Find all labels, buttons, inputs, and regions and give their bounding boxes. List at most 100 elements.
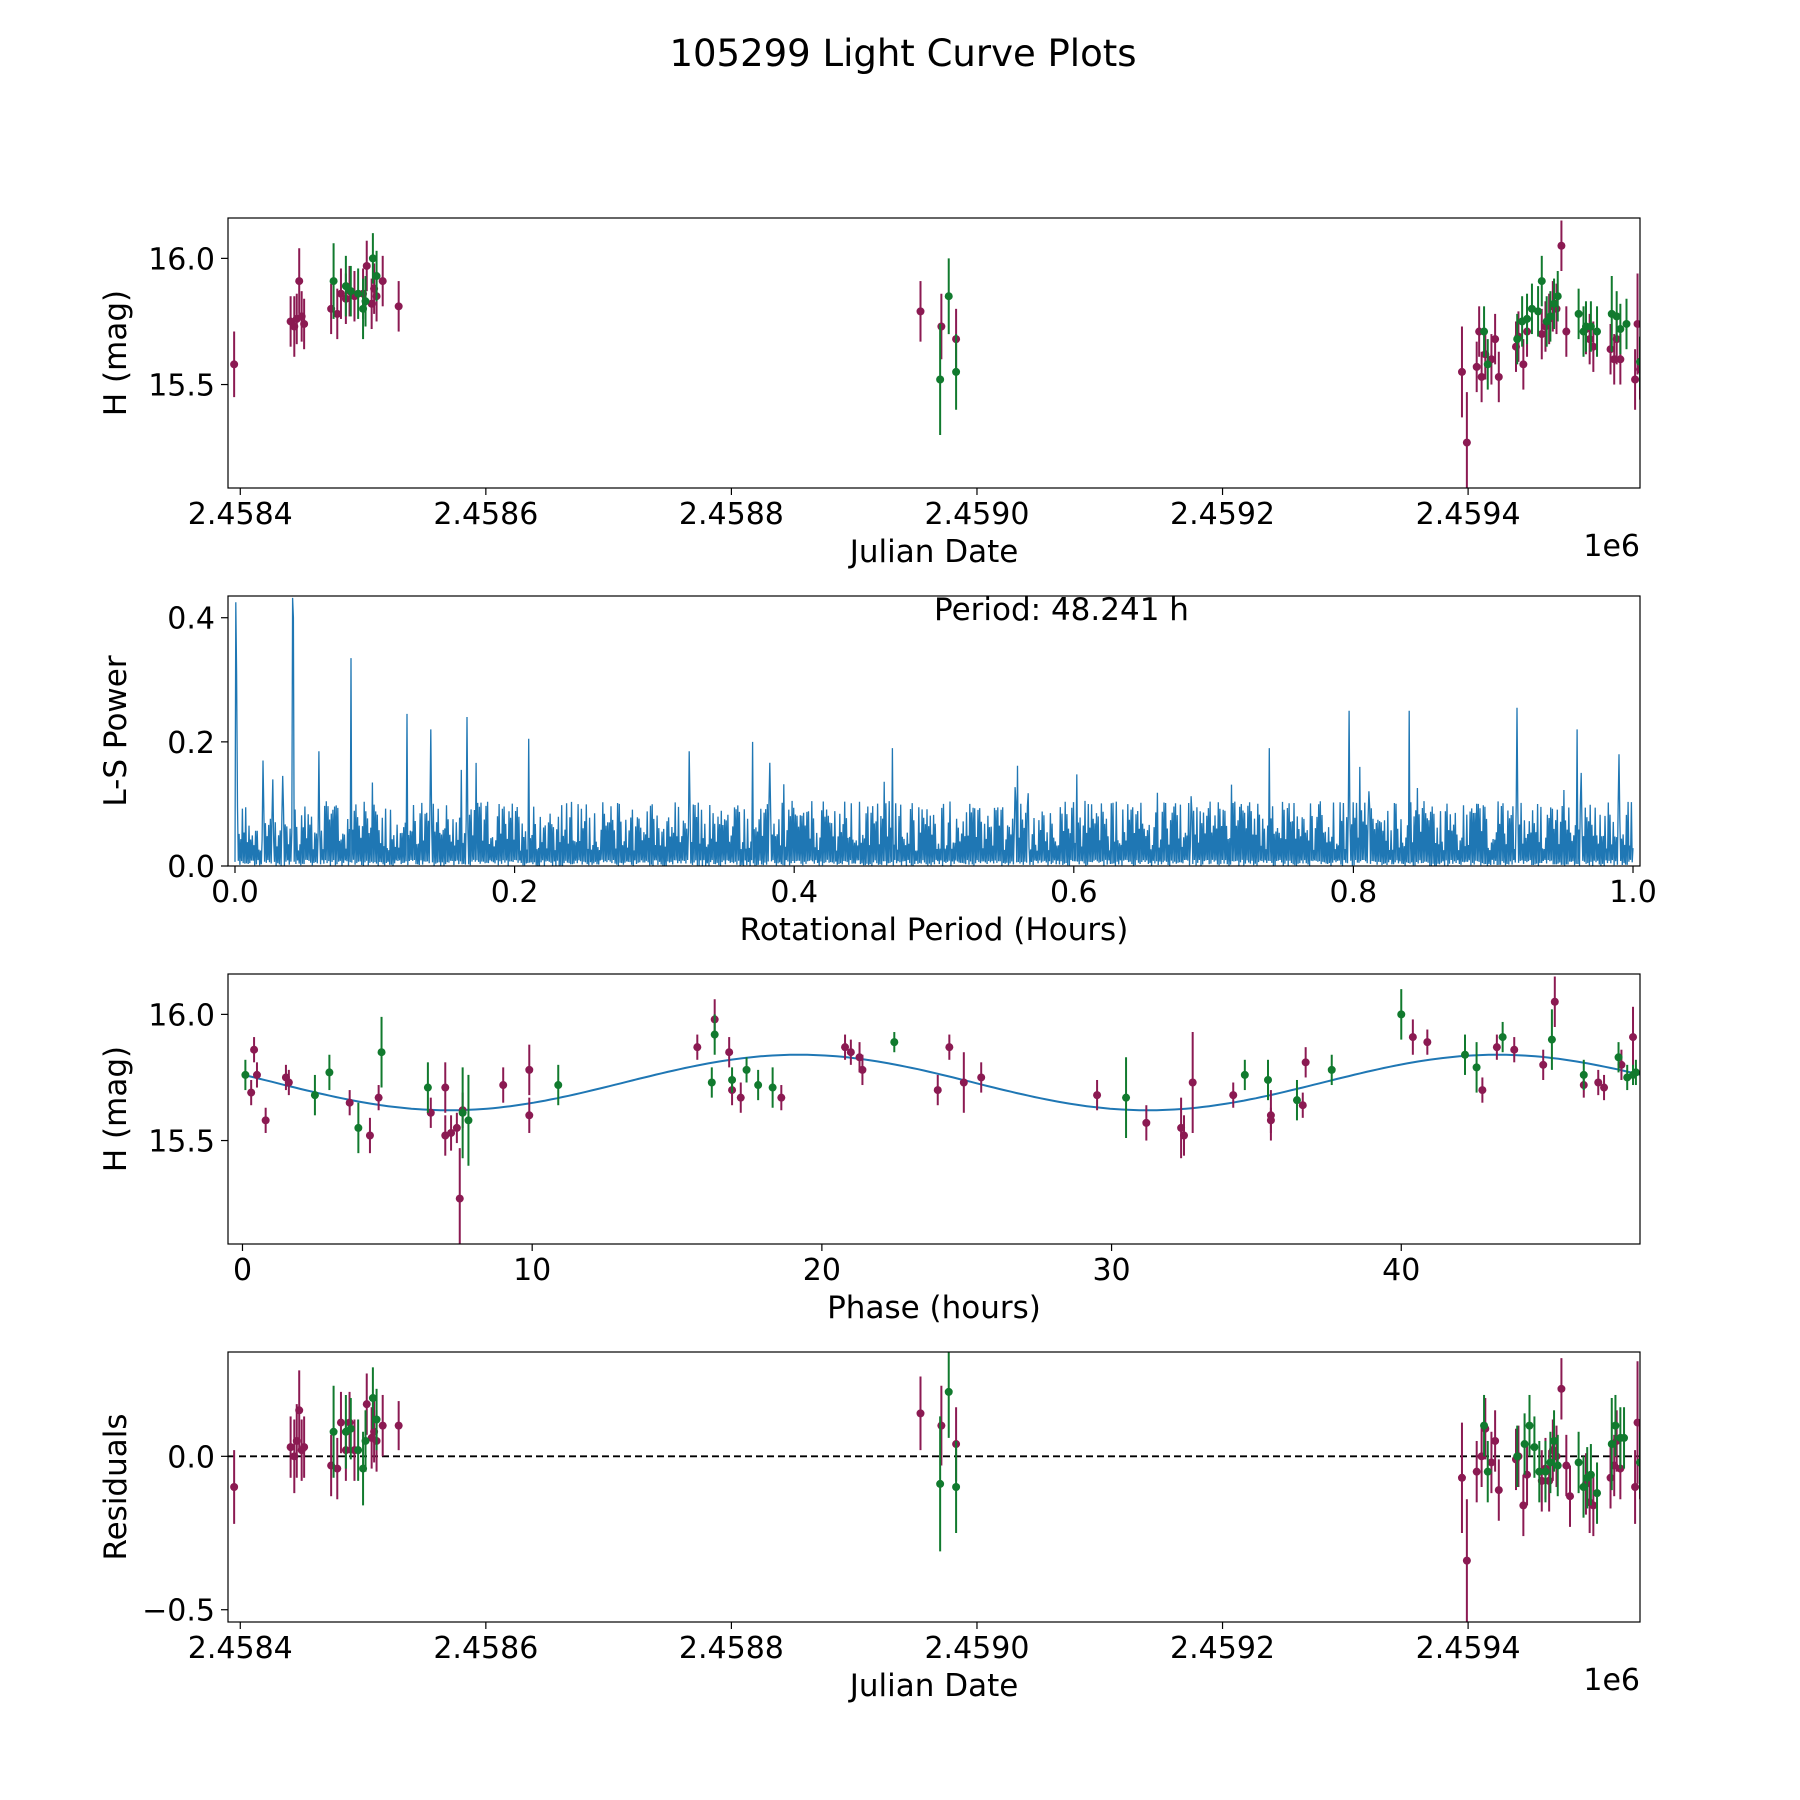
data-point	[329, 277, 338, 286]
residuals-ytick-label: −0.5	[142, 1594, 215, 1629]
data-point	[310, 1091, 319, 1100]
residuals-plot-area	[228, 1352, 1640, 1622]
data-point	[945, 1043, 954, 1052]
phased-ytick-label: 15.5	[148, 1125, 215, 1160]
data-point	[1472, 1063, 1481, 1072]
residuals-series-band1	[230, 1358, 1640, 1622]
data-point	[841, 1043, 850, 1052]
data-point	[368, 254, 377, 263]
data-point	[1510, 1045, 1519, 1054]
periodogram-line	[234, 597, 1634, 866]
data-point	[707, 1078, 716, 1087]
data-point	[1188, 1078, 1197, 1087]
data-point	[372, 272, 381, 281]
data-point	[944, 292, 953, 301]
data-point	[362, 261, 371, 270]
data-point	[754, 1081, 763, 1090]
data-point	[1498, 1033, 1507, 1042]
data-point	[1593, 327, 1602, 336]
data-point	[1586, 322, 1595, 331]
data-point	[1513, 335, 1522, 344]
data-point	[1614, 1053, 1623, 1062]
periodogram-xtick-label: 0.6	[1050, 875, 1098, 910]
data-point	[1460, 1050, 1469, 1059]
periodogram-xtick-label: 1.0	[1609, 875, 1657, 910]
data-point	[423, 1083, 432, 1092]
data-point	[1629, 1033, 1638, 1042]
data-point	[345, 1098, 354, 1107]
data-point	[1633, 319, 1640, 328]
data-point	[1266, 1116, 1275, 1125]
data-point	[1423, 1038, 1432, 1047]
data-point	[1612, 312, 1621, 321]
lightcurve-xtick-label: 2.4590	[924, 497, 1029, 532]
residuals-axes: 2.4584 2.4586 2.4588 2.4590 2.4592 2.4594 −0.5…	[98, 1351, 1641, 1704]
data-point	[261, 1116, 270, 1125]
data-point	[768, 1083, 777, 1092]
data-point	[916, 307, 925, 316]
data-point	[1093, 1091, 1102, 1100]
lightcurve-plot-area	[230, 220, 1640, 488]
data-point	[300, 1443, 309, 1452]
data-point	[959, 1078, 968, 1087]
data-point	[890, 1038, 899, 1047]
data-point	[1472, 362, 1481, 371]
data-point	[1530, 1443, 1539, 1452]
residuals-offset-label: 1e6	[1583, 1663, 1640, 1698]
data-point	[1527, 304, 1536, 313]
data-point	[1327, 1065, 1336, 1074]
data-point	[777, 1093, 786, 1102]
data-point	[1292, 1096, 1301, 1105]
residuals-series-band2	[329, 1352, 1640, 1552]
data-point	[1179, 1131, 1188, 1140]
data-point	[1519, 360, 1528, 369]
data-point	[1616, 355, 1625, 364]
data-point	[1553, 1461, 1562, 1470]
data-point	[1607, 1440, 1616, 1449]
data-point	[230, 360, 239, 369]
data-point	[333, 309, 342, 318]
data-point	[725, 1048, 734, 1057]
data-point	[362, 1400, 371, 1409]
data-point	[936, 1479, 945, 1488]
data-point	[693, 1043, 702, 1052]
data-point	[937, 1421, 946, 1430]
residuals-ylabel: Residuals	[98, 1413, 134, 1560]
model-curve	[242, 1053, 1640, 1112]
lightcurve-ylabel: H (mag)	[98, 290, 134, 416]
residuals-frame	[227, 1351, 1641, 1623]
lightcurve-ytick-label: 15.5	[148, 369, 215, 404]
data-point	[441, 1083, 450, 1092]
data-point	[464, 1116, 473, 1125]
data-point	[354, 289, 363, 298]
data-point	[247, 1088, 256, 1097]
data-point	[1633, 1418, 1640, 1427]
data-point	[378, 1421, 387, 1430]
data-point	[241, 1070, 250, 1079]
periodogram-ylabel: L-S Power	[98, 655, 134, 806]
data-point	[1593, 1489, 1602, 1498]
data-point	[736, 1093, 745, 1102]
phased-xtick-label: 20	[803, 1253, 841, 1288]
data-point	[295, 1406, 304, 1415]
data-point	[525, 1065, 534, 1074]
data-point	[1462, 438, 1471, 447]
data-point	[1594, 1078, 1603, 1087]
data-point	[554, 1081, 563, 1090]
data-point	[1546, 312, 1555, 321]
data-point	[1397, 1010, 1406, 1019]
data-point	[455, 1194, 464, 1203]
periodogram-xtick-label: 0.8	[1330, 875, 1378, 910]
residuals-xtick-label: 2.4588	[679, 1631, 784, 1666]
data-point	[286, 1443, 295, 1452]
data-point	[374, 1093, 383, 1102]
data-point	[977, 1073, 986, 1082]
data-point	[1631, 1068, 1640, 1077]
data-point	[846, 1048, 855, 1057]
period-annotation: Period: 48.241 h	[934, 592, 1189, 628]
data-point	[1534, 307, 1543, 316]
periodogram-xlabel: Rotational Period (Hours)	[740, 912, 1129, 948]
periodogram-ytick-label: 0.2	[167, 726, 215, 761]
residuals-xtick-label: 2.4584	[188, 1631, 293, 1666]
data-point	[1229, 1091, 1238, 1100]
